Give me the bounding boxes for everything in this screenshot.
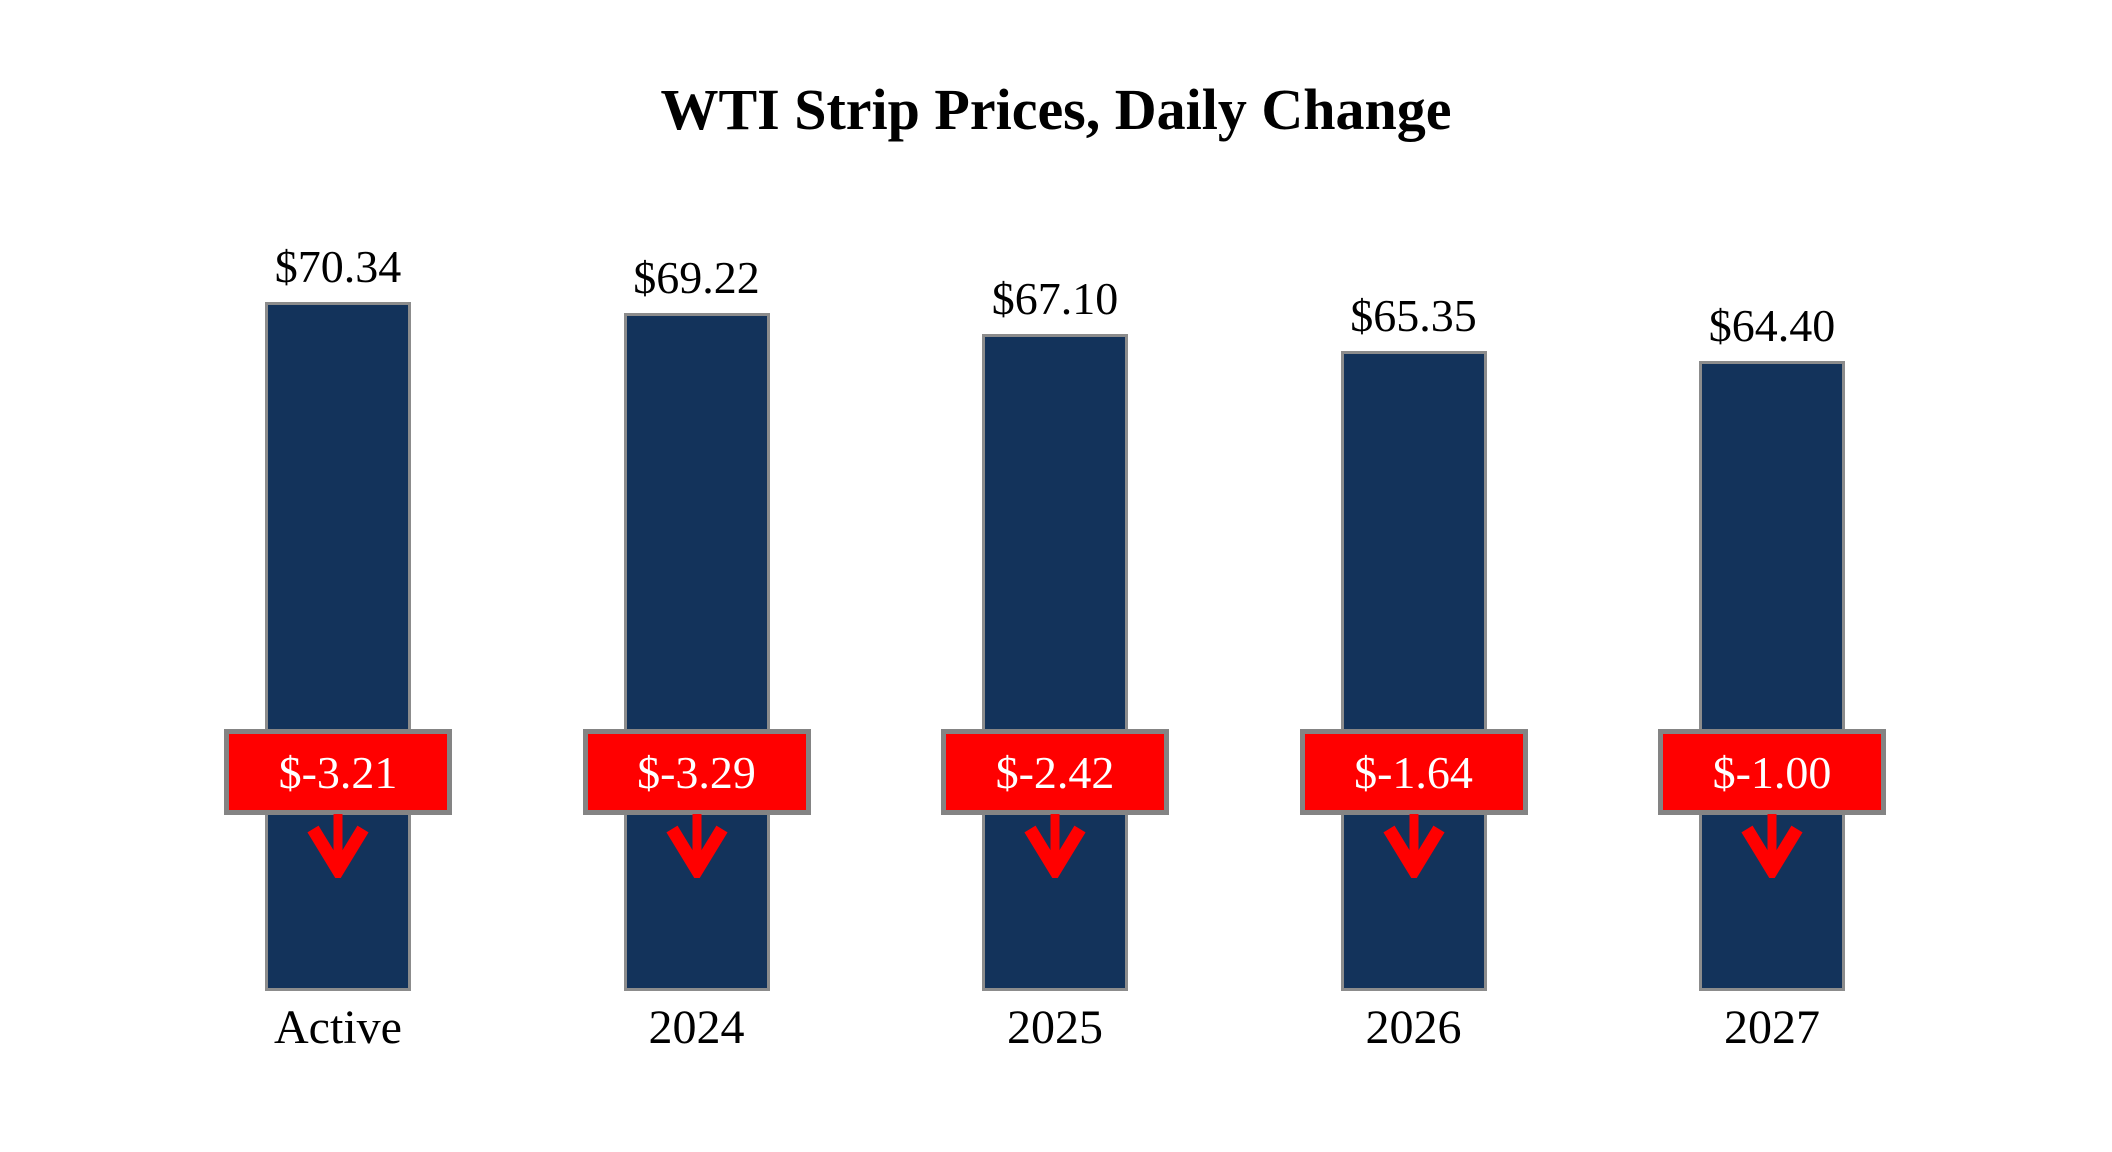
bar bbox=[265, 302, 411, 991]
category-label: Active bbox=[274, 1001, 402, 1054]
category-label: 2026 bbox=[1365, 1001, 1462, 1054]
bar bbox=[982, 334, 1128, 991]
category-label: 2027 bbox=[1724, 1001, 1820, 1054]
price-label: $67.10 bbox=[991, 273, 1119, 324]
down-arrow-icon bbox=[665, 812, 729, 883]
price-label: $64.40 bbox=[1708, 300, 1836, 351]
bar bbox=[623, 313, 770, 991]
change-box: $-3.29 bbox=[582, 729, 811, 815]
change-box: $-3.21 bbox=[224, 729, 452, 815]
bar bbox=[1340, 351, 1487, 991]
down-arrow-icon bbox=[1382, 812, 1446, 883]
category-label: 2024 bbox=[648, 1001, 745, 1054]
down-arrow-icon bbox=[306, 812, 370, 883]
bar bbox=[1699, 361, 1845, 991]
change-box: $-1.00 bbox=[1658, 729, 1886, 815]
price-label: $69.22 bbox=[633, 252, 760, 303]
down-arrow-icon bbox=[1740, 812, 1804, 883]
chart-title: WTI Strip Prices, Daily Change bbox=[660, 77, 1452, 142]
change-box: $-1.64 bbox=[1299, 729, 1528, 815]
down-arrow-icon bbox=[1023, 812, 1087, 883]
category-label: 2025 bbox=[1007, 1001, 1103, 1054]
change-box: $-2.42 bbox=[941, 729, 1169, 815]
price-label: $70.34 bbox=[274, 241, 402, 292]
price-label: $65.35 bbox=[1350, 290, 1477, 341]
